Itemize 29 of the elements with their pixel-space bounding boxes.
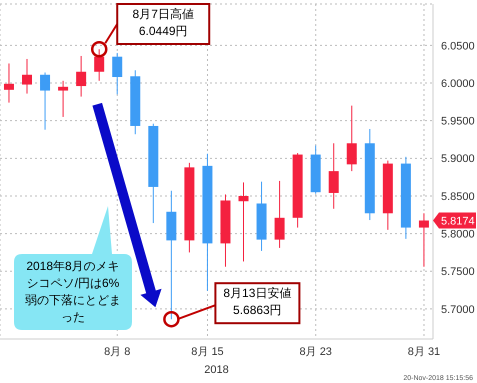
candlestick — [76, 55, 86, 98]
annotation: 8月13日安値5.6863円 — [222, 285, 292, 320]
y-tick-label: 6.0000 — [441, 78, 475, 90]
x-axis-title: 2018 — [204, 364, 229, 376]
y-tick-label: 5.8500 — [441, 190, 475, 203]
candlestick — [418, 212, 429, 268]
x-tick-label: 8月 23 — [300, 346, 332, 358]
y-tick-label: 5.7000 — [441, 304, 475, 316]
candlestick — [346, 105, 357, 172]
y-tick-label: 6.0500 — [441, 40, 475, 52]
x-tick-label: 8月 31 — [408, 346, 440, 358]
candlestick — [40, 72, 50, 130]
candlestick — [274, 180, 285, 248]
y-tick-label: 5.7500 — [441, 266, 475, 278]
annotation: 8月7日高値6.0449円 — [132, 6, 195, 40]
x-tick-label: 8月 15 — [191, 346, 224, 358]
candlestick — [112, 52, 122, 95]
candlestick — [58, 80, 68, 118]
candlestick — [238, 182, 249, 262]
candlestick — [22, 58, 32, 94]
y-tick-label: 5.8000 — [441, 228, 475, 241]
candlestick — [94, 48, 104, 82]
x-tick-label: 8月 8 — [104, 346, 130, 358]
annotation: 5.8174 — [441, 216, 475, 228]
candlestick — [328, 142, 339, 210]
y-tick-label: 5.9000 — [441, 153, 475, 166]
candlestick — [4, 62, 14, 104]
annotation: 2018年8月のメキシコペソ/円は6%弱の下落にとどまった — [24, 258, 122, 326]
y-tick-label: 5.9500 — [441, 116, 475, 128]
